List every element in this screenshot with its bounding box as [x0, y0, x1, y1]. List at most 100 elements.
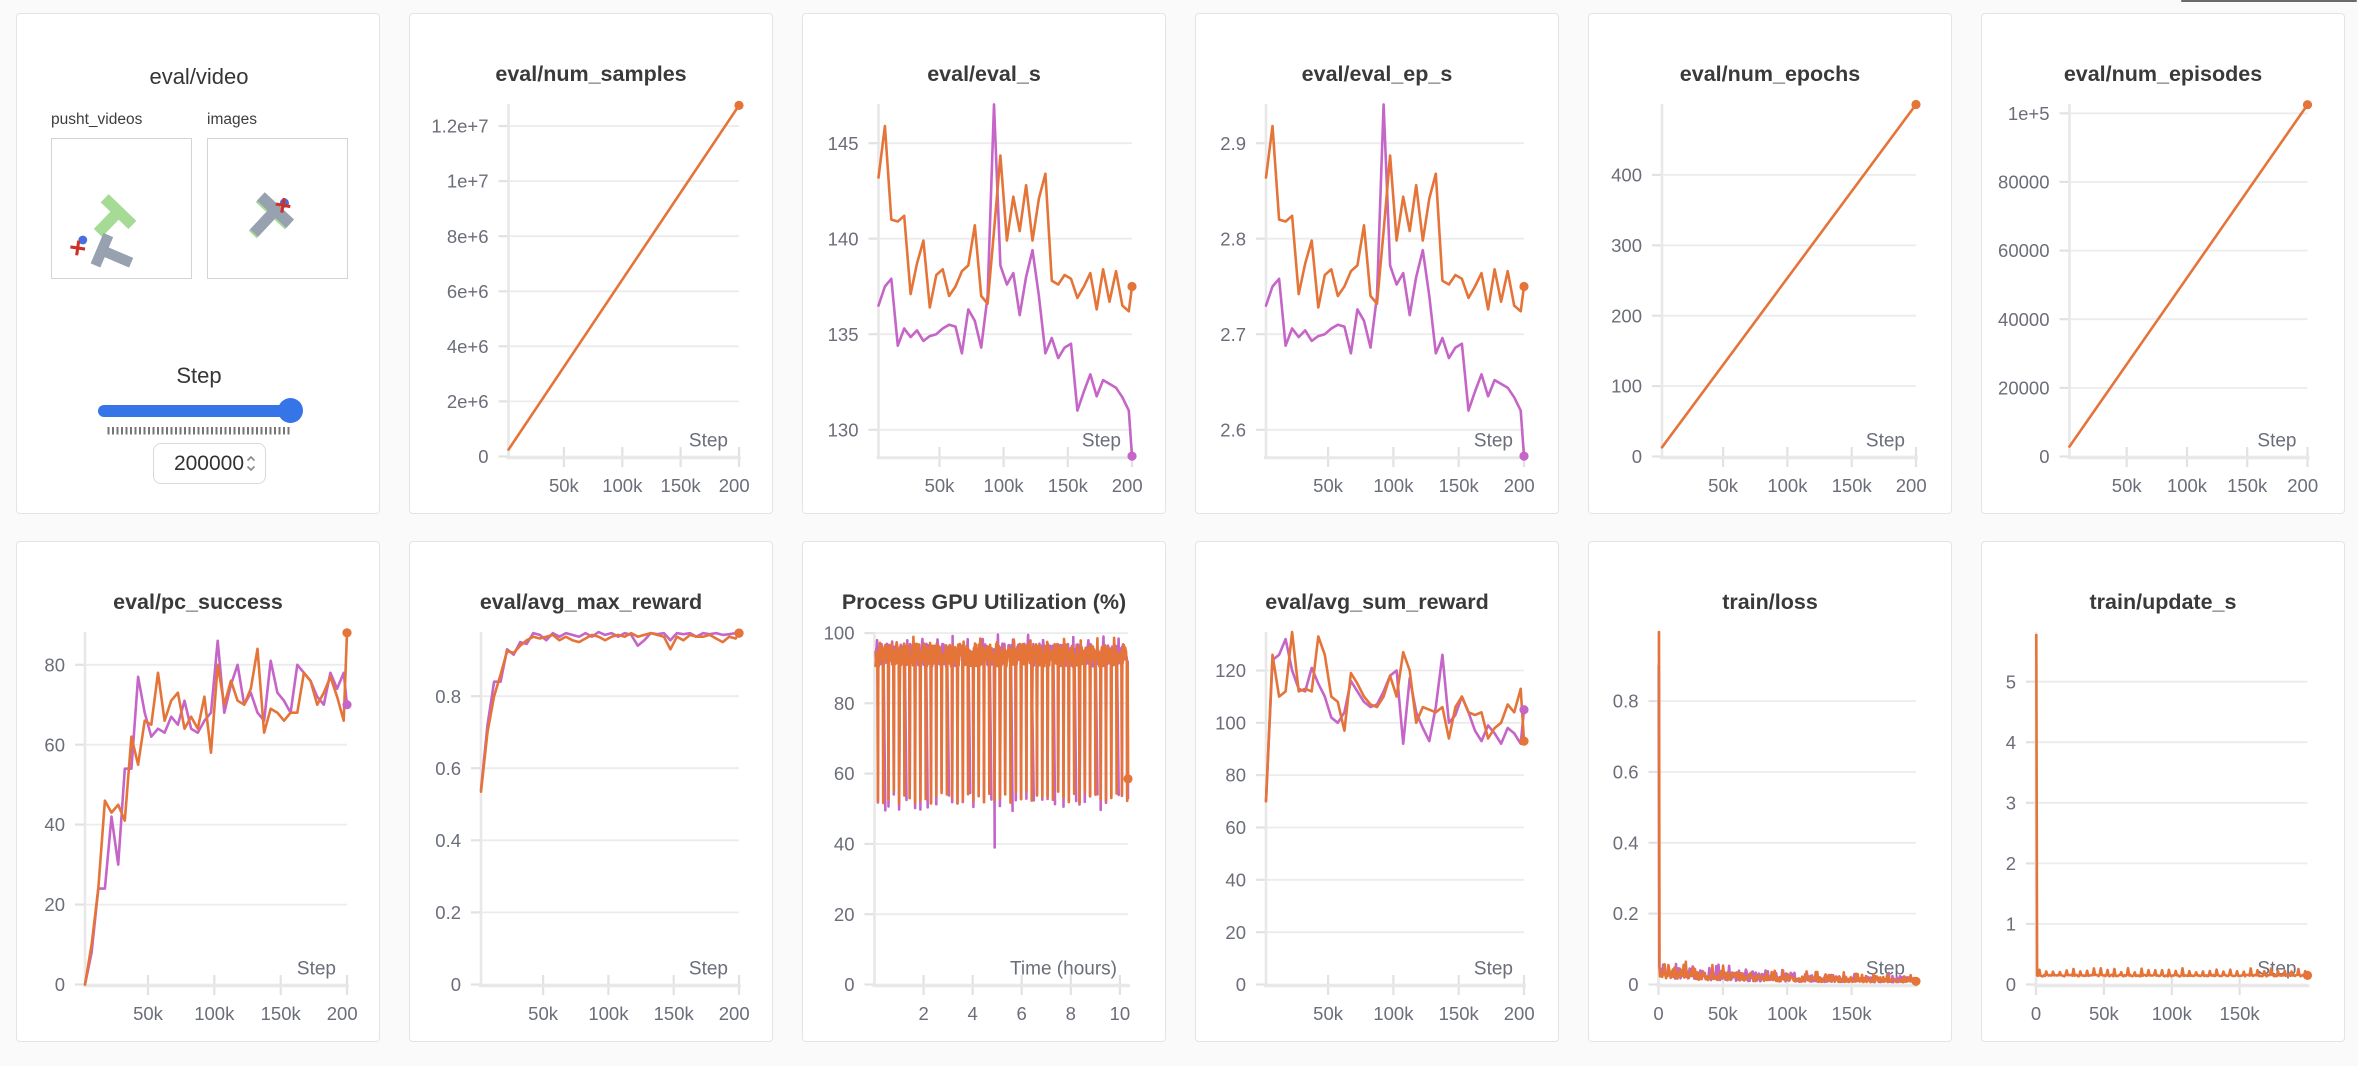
svg-text:150k: 150k	[2220, 1003, 2261, 1024]
svg-text:1.2e+7: 1.2e+7	[431, 116, 488, 137]
svg-text:0: 0	[478, 446, 488, 467]
svg-text:0.6: 0.6	[1613, 762, 1639, 783]
svg-text:Step: Step	[689, 431, 728, 452]
svg-text:100: 100	[1215, 712, 1246, 733]
svg-text:80: 80	[1225, 765, 1246, 786]
svg-text:5: 5	[2006, 671, 2016, 692]
svg-text:100k: 100k	[588, 1003, 629, 1024]
svg-text:50k: 50k	[2112, 475, 2143, 496]
svg-text:100k: 100k	[1373, 475, 1414, 496]
svg-text:2.6: 2.6	[1220, 419, 1246, 440]
svg-text:0: 0	[2031, 1003, 2041, 1024]
svg-text:20: 20	[44, 894, 65, 915]
svg-text:Step: Step	[2257, 431, 2296, 452]
svg-text:150k: 150k	[654, 1003, 695, 1024]
svg-text:0: 0	[1653, 1003, 1663, 1024]
svg-text:0: 0	[2006, 974, 2016, 995]
svg-text:140: 140	[828, 228, 859, 249]
svg-text:0: 0	[55, 974, 65, 995]
svg-text:60: 60	[44, 734, 65, 755]
svg-text:1e+5: 1e+5	[2008, 103, 2050, 124]
svg-text:2e+6: 2e+6	[447, 391, 489, 412]
svg-text:100: 100	[1611, 376, 1642, 397]
svg-text:150k: 150k	[1048, 475, 1089, 496]
svg-text:Step: Step	[1474, 959, 1513, 980]
svg-text:0.6: 0.6	[435, 758, 461, 779]
svg-text:6: 6	[1017, 1003, 1027, 1024]
svg-text:135: 135	[828, 324, 859, 345]
svg-text:0: 0	[451, 974, 461, 995]
svg-text:2.8: 2.8	[1220, 228, 1246, 249]
svg-text:150k: 150k	[261, 1003, 302, 1024]
svg-text:Step: Step	[1474, 431, 1513, 452]
svg-text:150k: 150k	[2227, 475, 2268, 496]
svg-text:8: 8	[1066, 1003, 1076, 1024]
svg-text:120: 120	[1215, 660, 1246, 681]
svg-text:100k: 100k	[602, 475, 643, 496]
svg-text:50k: 50k	[1708, 475, 1739, 496]
svg-text:150k: 150k	[1439, 475, 1480, 496]
svg-text:0.4: 0.4	[435, 830, 461, 851]
svg-text:40000: 40000	[1998, 309, 2049, 330]
svg-text:Step: Step	[689, 959, 728, 980]
svg-text:eval/eval_s: eval/eval_s	[927, 62, 1041, 86]
svg-text:eval/avg_max_reward: eval/avg_max_reward	[480, 590, 702, 614]
svg-text:145: 145	[828, 133, 859, 154]
svg-text:200: 200	[1896, 475, 1927, 496]
svg-text:0.4: 0.4	[1613, 832, 1639, 853]
svg-text:50k: 50k	[1708, 1003, 1739, 1024]
svg-text:eval/num_episodes: eval/num_episodes	[2064, 62, 2262, 86]
svg-text:Process GPU Utilization (%): Process GPU Utilization (%)	[842, 590, 1126, 614]
svg-text:300: 300	[1611, 235, 1642, 256]
svg-text:40: 40	[1225, 869, 1246, 890]
svg-text:130: 130	[828, 419, 859, 440]
svg-text:0: 0	[2039, 446, 2049, 467]
svg-text:eval/num_samples: eval/num_samples	[495, 62, 686, 86]
svg-text:50k: 50k	[528, 1003, 559, 1024]
svg-text:200: 200	[1611, 305, 1642, 326]
svg-text:100k: 100k	[2152, 1003, 2193, 1024]
svg-text:150k: 150k	[1832, 475, 1873, 496]
svg-text:50k: 50k	[1313, 475, 1344, 496]
svg-text:eval/pc_success: eval/pc_success	[113, 590, 283, 614]
svg-text:100k: 100k	[194, 1003, 235, 1024]
svg-text:400: 400	[1611, 165, 1642, 186]
svg-text:40: 40	[44, 814, 65, 835]
svg-text:4: 4	[968, 1003, 978, 1024]
svg-text:2: 2	[918, 1003, 928, 1024]
svg-text:50k: 50k	[2089, 1003, 2120, 1024]
svg-text:100k: 100k	[2167, 475, 2208, 496]
svg-text:0.8: 0.8	[435, 686, 461, 707]
svg-text:100k: 100k	[1373, 1003, 1414, 1024]
svg-text:200: 200	[1504, 1003, 1535, 1024]
svg-text:150k: 150k	[661, 475, 702, 496]
svg-text:train/update_s: train/update_s	[2090, 590, 2237, 614]
svg-text:Time (hours): Time (hours)	[1010, 959, 1117, 980]
svg-text:0: 0	[1236, 974, 1246, 995]
svg-text:50k: 50k	[133, 1003, 164, 1024]
svg-text:3: 3	[2006, 792, 2016, 813]
svg-text:eval/eval_ep_s: eval/eval_ep_s	[1302, 62, 1453, 86]
svg-text:50k: 50k	[549, 475, 580, 496]
svg-text:6e+6: 6e+6	[447, 281, 489, 302]
svg-text:80: 80	[834, 693, 855, 714]
svg-text:200: 200	[719, 475, 750, 496]
svg-text:100k: 100k	[984, 475, 1025, 496]
svg-text:60: 60	[834, 763, 855, 784]
svg-text:60: 60	[1225, 817, 1246, 838]
svg-text:150k: 150k	[1439, 1003, 1480, 1024]
svg-text:200: 200	[1504, 475, 1535, 496]
svg-text:eval/num_epochs: eval/num_epochs	[1680, 62, 1860, 86]
svg-text:0.8: 0.8	[1613, 691, 1639, 712]
svg-text:train/loss: train/loss	[1722, 590, 1818, 614]
svg-text:60000: 60000	[1998, 240, 2049, 261]
svg-text:0: 0	[1628, 974, 1638, 995]
svg-text:200: 200	[327, 1003, 357, 1024]
svg-text:100k: 100k	[1767, 475, 1808, 496]
svg-text:2.9: 2.9	[1220, 133, 1246, 154]
svg-text:20: 20	[834, 904, 855, 925]
svg-text:2.7: 2.7	[1220, 324, 1246, 345]
svg-text:Step: Step	[1866, 431, 1905, 452]
svg-text:2: 2	[2006, 853, 2016, 874]
svg-text:50k: 50k	[1313, 1003, 1344, 1024]
